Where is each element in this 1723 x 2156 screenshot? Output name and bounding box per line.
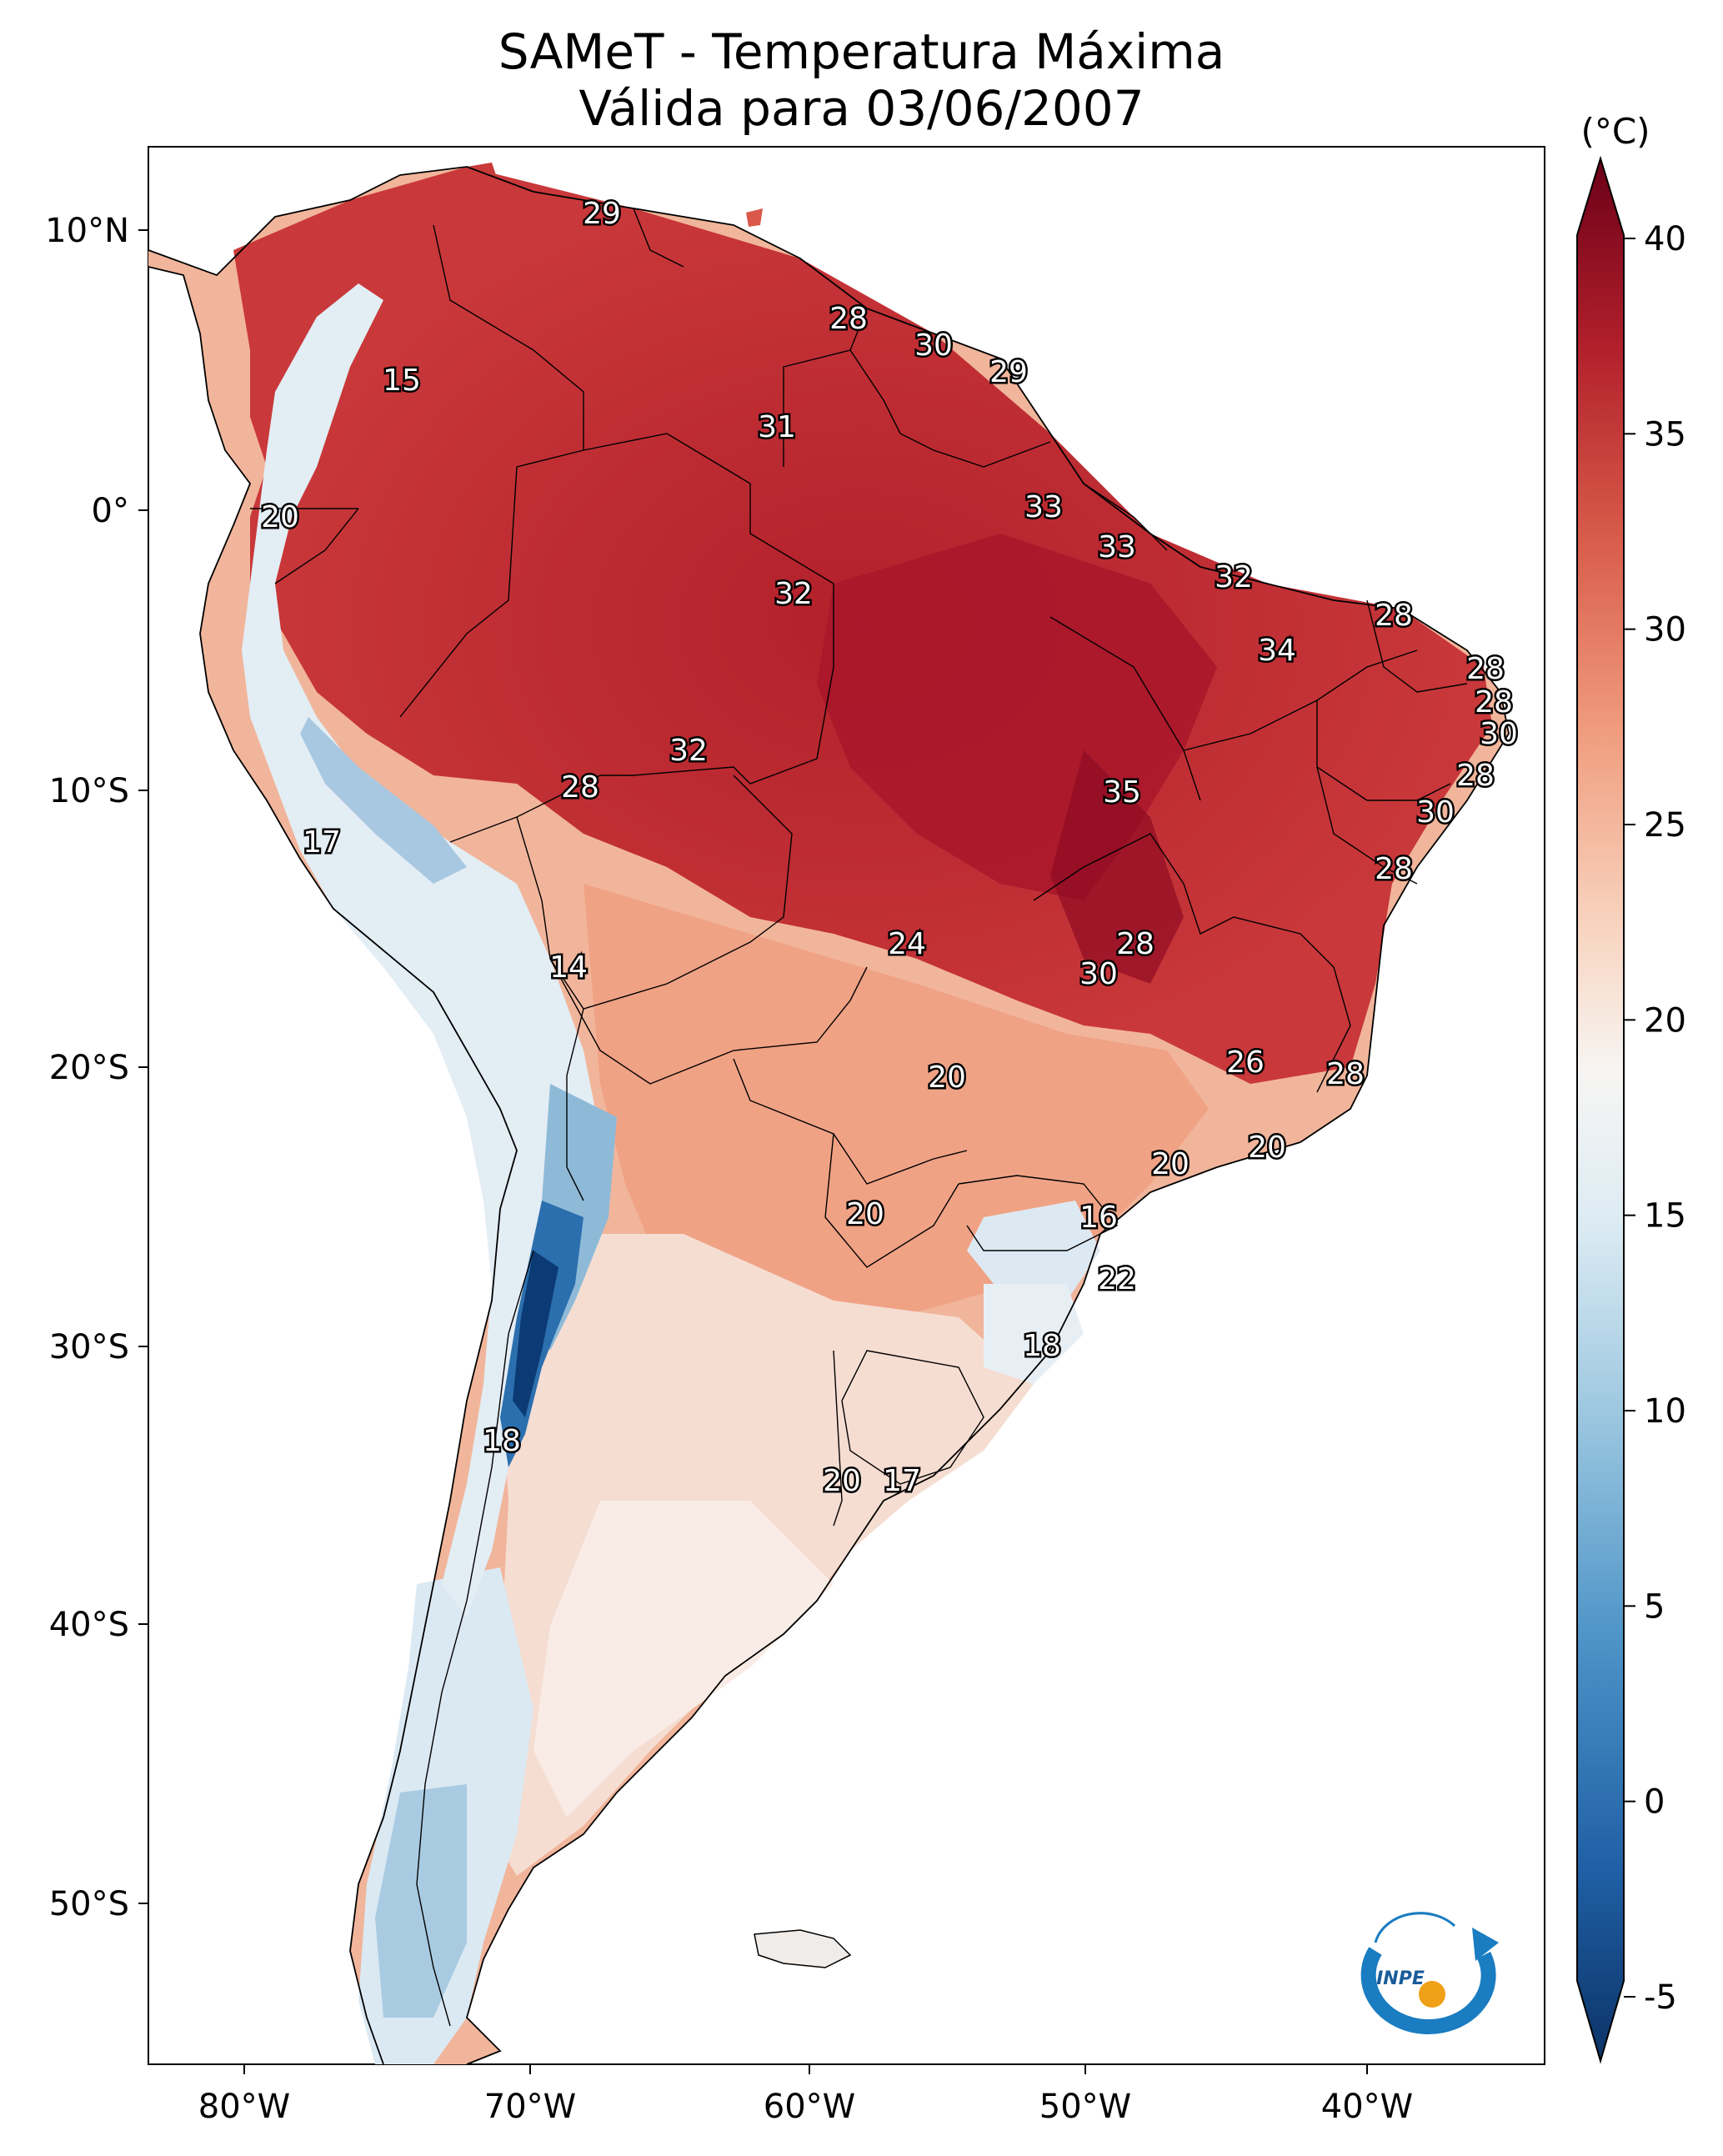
temp-label: 28 bbox=[1375, 599, 1413, 633]
temp-label: 34 bbox=[1258, 634, 1296, 668]
continent-fill bbox=[148, 163, 1509, 2064]
lon-label: 70°W bbox=[484, 2088, 576, 2126]
temp-label: 22 bbox=[1098, 1262, 1136, 1296]
temp-label: 33 bbox=[1098, 530, 1136, 564]
temp-label: 18 bbox=[1023, 1329, 1061, 1363]
colorbar-tick-label: 20 bbox=[1644, 1001, 1686, 1040]
temp-label: 31 bbox=[758, 410, 796, 444]
temp-label: 29 bbox=[583, 197, 621, 231]
country-borders bbox=[250, 208, 1468, 2027]
temp-label: 32 bbox=[669, 734, 708, 768]
colorbar-tick-label: 25 bbox=[1644, 806, 1686, 845]
colorbar-tick-label: 35 bbox=[1644, 415, 1686, 454]
temp-label: 28 bbox=[1475, 685, 1513, 720]
temp-label: 28 bbox=[1116, 927, 1155, 961]
temp-label: 17 bbox=[883, 1464, 921, 1498]
map-title-line1: SAMeT - Temperatura Máxima bbox=[498, 23, 1225, 80]
colorbar-tick-label: 0 bbox=[1644, 1783, 1665, 1822]
temp-label: 18 bbox=[483, 1424, 521, 1458]
temp-label: 20 bbox=[846, 1197, 884, 1231]
temp-label: 35 bbox=[1103, 775, 1141, 810]
temp-label: 20 bbox=[1248, 1131, 1286, 1165]
colorbar-tick-label: 30 bbox=[1644, 611, 1686, 649]
colorbar-tick-label: 40 bbox=[1644, 220, 1686, 258]
temp-label: 28 bbox=[829, 302, 868, 336]
lat-label: 20°S bbox=[49, 1049, 129, 1087]
colorbar-tick-label: 5 bbox=[1644, 1587, 1665, 1626]
temp-label: 20 bbox=[928, 1060, 966, 1095]
temp-label: 30 bbox=[1480, 717, 1518, 751]
logo-text: INPE bbox=[1376, 1968, 1425, 1989]
lat-label: 40°S bbox=[49, 1606, 129, 1644]
temp-label: 29 bbox=[989, 355, 1028, 389]
temp-label: 30 bbox=[1079, 957, 1118, 991]
colorbar-unit: (°C) bbox=[1580, 111, 1650, 152]
temp-label: 28 bbox=[561, 770, 599, 805]
lat-label: 10°N bbox=[45, 212, 129, 250]
colorbar-tick-label: -5 bbox=[1644, 1978, 1677, 2017]
lon-label: 60°W bbox=[764, 2088, 855, 2126]
temp-label: 32 bbox=[774, 577, 813, 611]
colorbar-tick-label: 15 bbox=[1644, 1197, 1686, 1236]
lat-label: 0° bbox=[92, 492, 129, 530]
lon-label: 50°W bbox=[1039, 2088, 1131, 2126]
inpe-logo: INPE bbox=[1360, 1912, 1499, 2034]
lon-label: 40°W bbox=[1321, 2088, 1413, 2126]
temp-label: 28 bbox=[1456, 759, 1495, 793]
temp-label: 30 bbox=[1416, 795, 1455, 830]
temp-label: 20 bbox=[261, 500, 299, 534]
temp-label: 20 bbox=[823, 1464, 861, 1498]
temp-label: 24 bbox=[888, 927, 926, 961]
temp-label: 26 bbox=[1226, 1045, 1265, 1080]
axis-ticks bbox=[138, 229, 1368, 2074]
lat-label: 30°S bbox=[49, 1328, 129, 1366]
temp-label: 32 bbox=[1215, 560, 1253, 594]
temp-label: 28 bbox=[1466, 652, 1505, 686]
coastline bbox=[148, 166, 1510, 2065]
map-title-line2: Válida para 03/06/2007 bbox=[579, 80, 1144, 137]
colorbar: (°C) 40 35 30 25 20 15 10 5 0 -5 bbox=[1576, 111, 1686, 2064]
temp-label: 14 bbox=[549, 950, 588, 985]
temp-label: 30 bbox=[914, 328, 953, 363]
temp-label: 16 bbox=[1079, 1201, 1118, 1235]
temp-label: 28 bbox=[1375, 852, 1413, 886]
lon-label: 80°W bbox=[198, 2088, 290, 2126]
colorbar-ticks: 40 35 30 25 20 15 10 5 0 -5 bbox=[1624, 220, 1686, 2017]
temp-label: 17 bbox=[303, 825, 341, 860]
lat-label: 10°S bbox=[49, 772, 129, 810]
colorbar-tick-label: 10 bbox=[1644, 1392, 1686, 1431]
lat-label: 50°S bbox=[49, 1885, 129, 1923]
temp-label: 28 bbox=[1326, 1057, 1365, 1091]
temp-label: 33 bbox=[1024, 490, 1063, 524]
temp-label: 20 bbox=[1151, 1147, 1190, 1181]
temp-label: 15 bbox=[383, 364, 421, 398]
